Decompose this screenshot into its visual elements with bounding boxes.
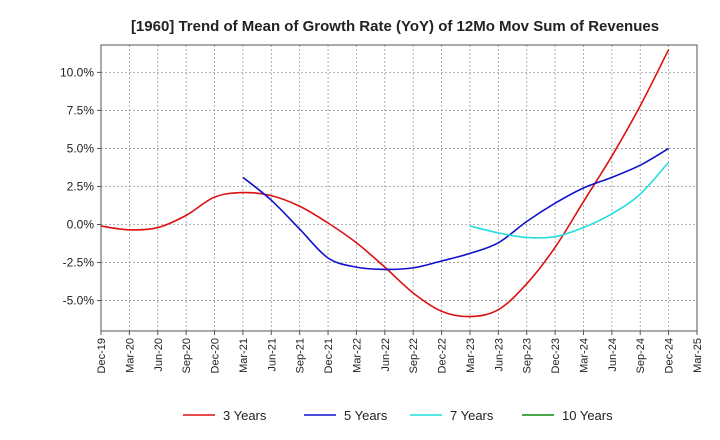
x-tick-label: Jun-24 bbox=[607, 338, 619, 372]
x-tick-label: Jun-20 bbox=[153, 338, 165, 372]
y-tick-label: 10.0% bbox=[60, 65, 94, 79]
y-tick-label: 7.5% bbox=[67, 103, 95, 117]
x-tick-label: Mar-22 bbox=[351, 338, 363, 373]
x-tick-label: Sep-24 bbox=[635, 338, 647, 373]
legend-label-7-years: 7 Years bbox=[450, 408, 494, 423]
gridlines bbox=[100, 45, 698, 331]
y-tick-label: 0.0% bbox=[67, 218, 95, 232]
legend-label-5-years: 5 Years bbox=[344, 408, 388, 423]
x-tick-label: Sep-22 bbox=[408, 338, 420, 373]
x-tick-label: Dec-22 bbox=[437, 338, 449, 373]
x-tick-label: Mar-23 bbox=[465, 338, 477, 373]
x-tick-label: Dec-21 bbox=[323, 338, 335, 373]
x-tick-label: Jun-21 bbox=[266, 338, 278, 372]
y-tick-label: 2.5% bbox=[67, 179, 95, 193]
y-tick-label: -2.5% bbox=[63, 256, 95, 270]
x-tick-label: Dec-24 bbox=[664, 338, 676, 373]
axes: -5.0% -2.5% 0.0% 2.5% 5.0% 7.5% 10.0% Dec-19 Mar… bbox=[60, 44, 704, 373]
x-tick-label: Dec-20 bbox=[210, 338, 222, 373]
x-tick-label: Sep-23 bbox=[522, 338, 534, 373]
x-tick-label: Dec-19 bbox=[96, 338, 108, 373]
legend-label-10-years: 10 Years bbox=[562, 408, 613, 423]
x-tick-label: Mar-20 bbox=[124, 338, 136, 373]
x-tick-label: Sep-21 bbox=[295, 338, 307, 373]
x-tick-label: Mar-24 bbox=[578, 338, 590, 373]
x-tick-label: Mar-21 bbox=[238, 338, 250, 373]
y-tick-label: -5.0% bbox=[63, 294, 95, 308]
series-line-5-years bbox=[242, 147, 670, 271]
x-tick-label: Dec-23 bbox=[550, 338, 562, 373]
x-tick-label: Jun-23 bbox=[493, 338, 505, 372]
series-lines bbox=[100, 49, 670, 318]
chart-title: [1960] Trend of Mean of Growth Rate (YoY… bbox=[131, 18, 659, 35]
x-tick-label: Sep-20 bbox=[181, 338, 193, 373]
series-line-7-years bbox=[469, 161, 670, 239]
plot-border bbox=[100, 44, 698, 332]
series-line-3-years bbox=[100, 49, 670, 318]
x-tick-label: Jun-22 bbox=[380, 338, 392, 372]
y-tick-label: 5.0% bbox=[67, 141, 95, 155]
legend-label-3-years: 3 Years bbox=[223, 408, 267, 423]
x-tick-label: Mar-25 bbox=[692, 338, 704, 373]
legend: 3 Years 5 Years 7 Years 10 Years bbox=[183, 408, 613, 423]
